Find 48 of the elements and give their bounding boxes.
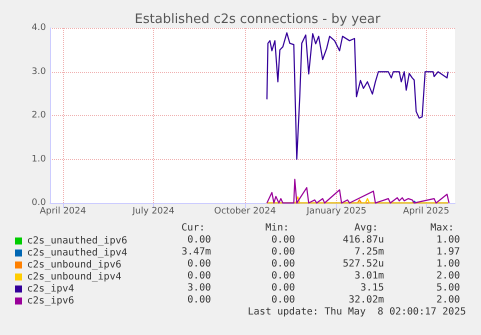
text: 0.00 bbox=[271, 294, 296, 306]
text: 0.00 bbox=[271, 258, 296, 270]
legend-label: c2s_unbound_ipv6 bbox=[27, 260, 122, 270]
x-tick-label: January 2025 bbox=[306, 206, 367, 216]
text: 3.01m bbox=[354, 270, 384, 282]
text: 0.00 bbox=[187, 258, 212, 270]
text: 0.00 bbox=[187, 234, 212, 246]
text: 416.87u bbox=[342, 234, 384, 246]
text: Min: bbox=[265, 222, 289, 234]
text: 32.02m bbox=[348, 294, 384, 306]
legend-label: c2s_ipv4 bbox=[27, 284, 74, 294]
text: 5.00 bbox=[436, 282, 460, 294]
text: Avg: bbox=[354, 222, 378, 234]
text: Max: bbox=[430, 222, 454, 234]
legend-label: c2s_unauthed_ipv4 bbox=[27, 248, 128, 258]
text: 3.47m bbox=[182, 246, 212, 258]
text: 0.00 bbox=[271, 234, 296, 246]
text: 0.00 bbox=[271, 270, 296, 282]
text: 7.25m bbox=[354, 246, 384, 258]
text: 3.00 bbox=[187, 282, 212, 294]
x-tick-label: July 2024 bbox=[132, 206, 175, 216]
y-tick-label: 0.0 bbox=[32, 198, 46, 208]
x-tick-label: April 2024 bbox=[40, 206, 86, 216]
y-tick-label: 4.0 bbox=[32, 23, 46, 33]
text: 2.00 bbox=[436, 294, 460, 306]
chart-title: Established c2s connections - by year bbox=[134, 12, 381, 27]
text: 1.97 bbox=[436, 246, 460, 258]
line-series bbox=[266, 178, 450, 204]
x-tick-label: April 2025 bbox=[402, 206, 450, 216]
y-tick-label: 1.0 bbox=[32, 154, 46, 164]
text: 527.52u bbox=[342, 258, 384, 270]
x-tick-label: October 2024 bbox=[214, 206, 276, 216]
legend-label: c2s_unbound_ipv4 bbox=[27, 272, 122, 282]
text: 1.00 bbox=[436, 234, 460, 246]
text: 0.00 bbox=[187, 270, 212, 282]
text: 0.00 bbox=[271, 282, 296, 294]
y-tick-label: 2.0 bbox=[32, 110, 46, 120]
line-series bbox=[266, 32, 449, 160]
text: 0.00 bbox=[187, 294, 212, 306]
text: 2.00 bbox=[436, 270, 460, 282]
legend-label: c2s_unauthed_ipv6 bbox=[27, 236, 128, 246]
legend-label: c2s_ipv6 bbox=[27, 296, 74, 306]
text: Cur: bbox=[181, 222, 205, 234]
text: 1.00 bbox=[436, 258, 460, 270]
text: 3.15 bbox=[360, 282, 384, 294]
text: 0.00 bbox=[271, 246, 296, 258]
text: Last update: Thu May 8 02:00:17 2025 bbox=[248, 306, 466, 318]
y-tick-label: 3.0 bbox=[32, 66, 46, 77]
